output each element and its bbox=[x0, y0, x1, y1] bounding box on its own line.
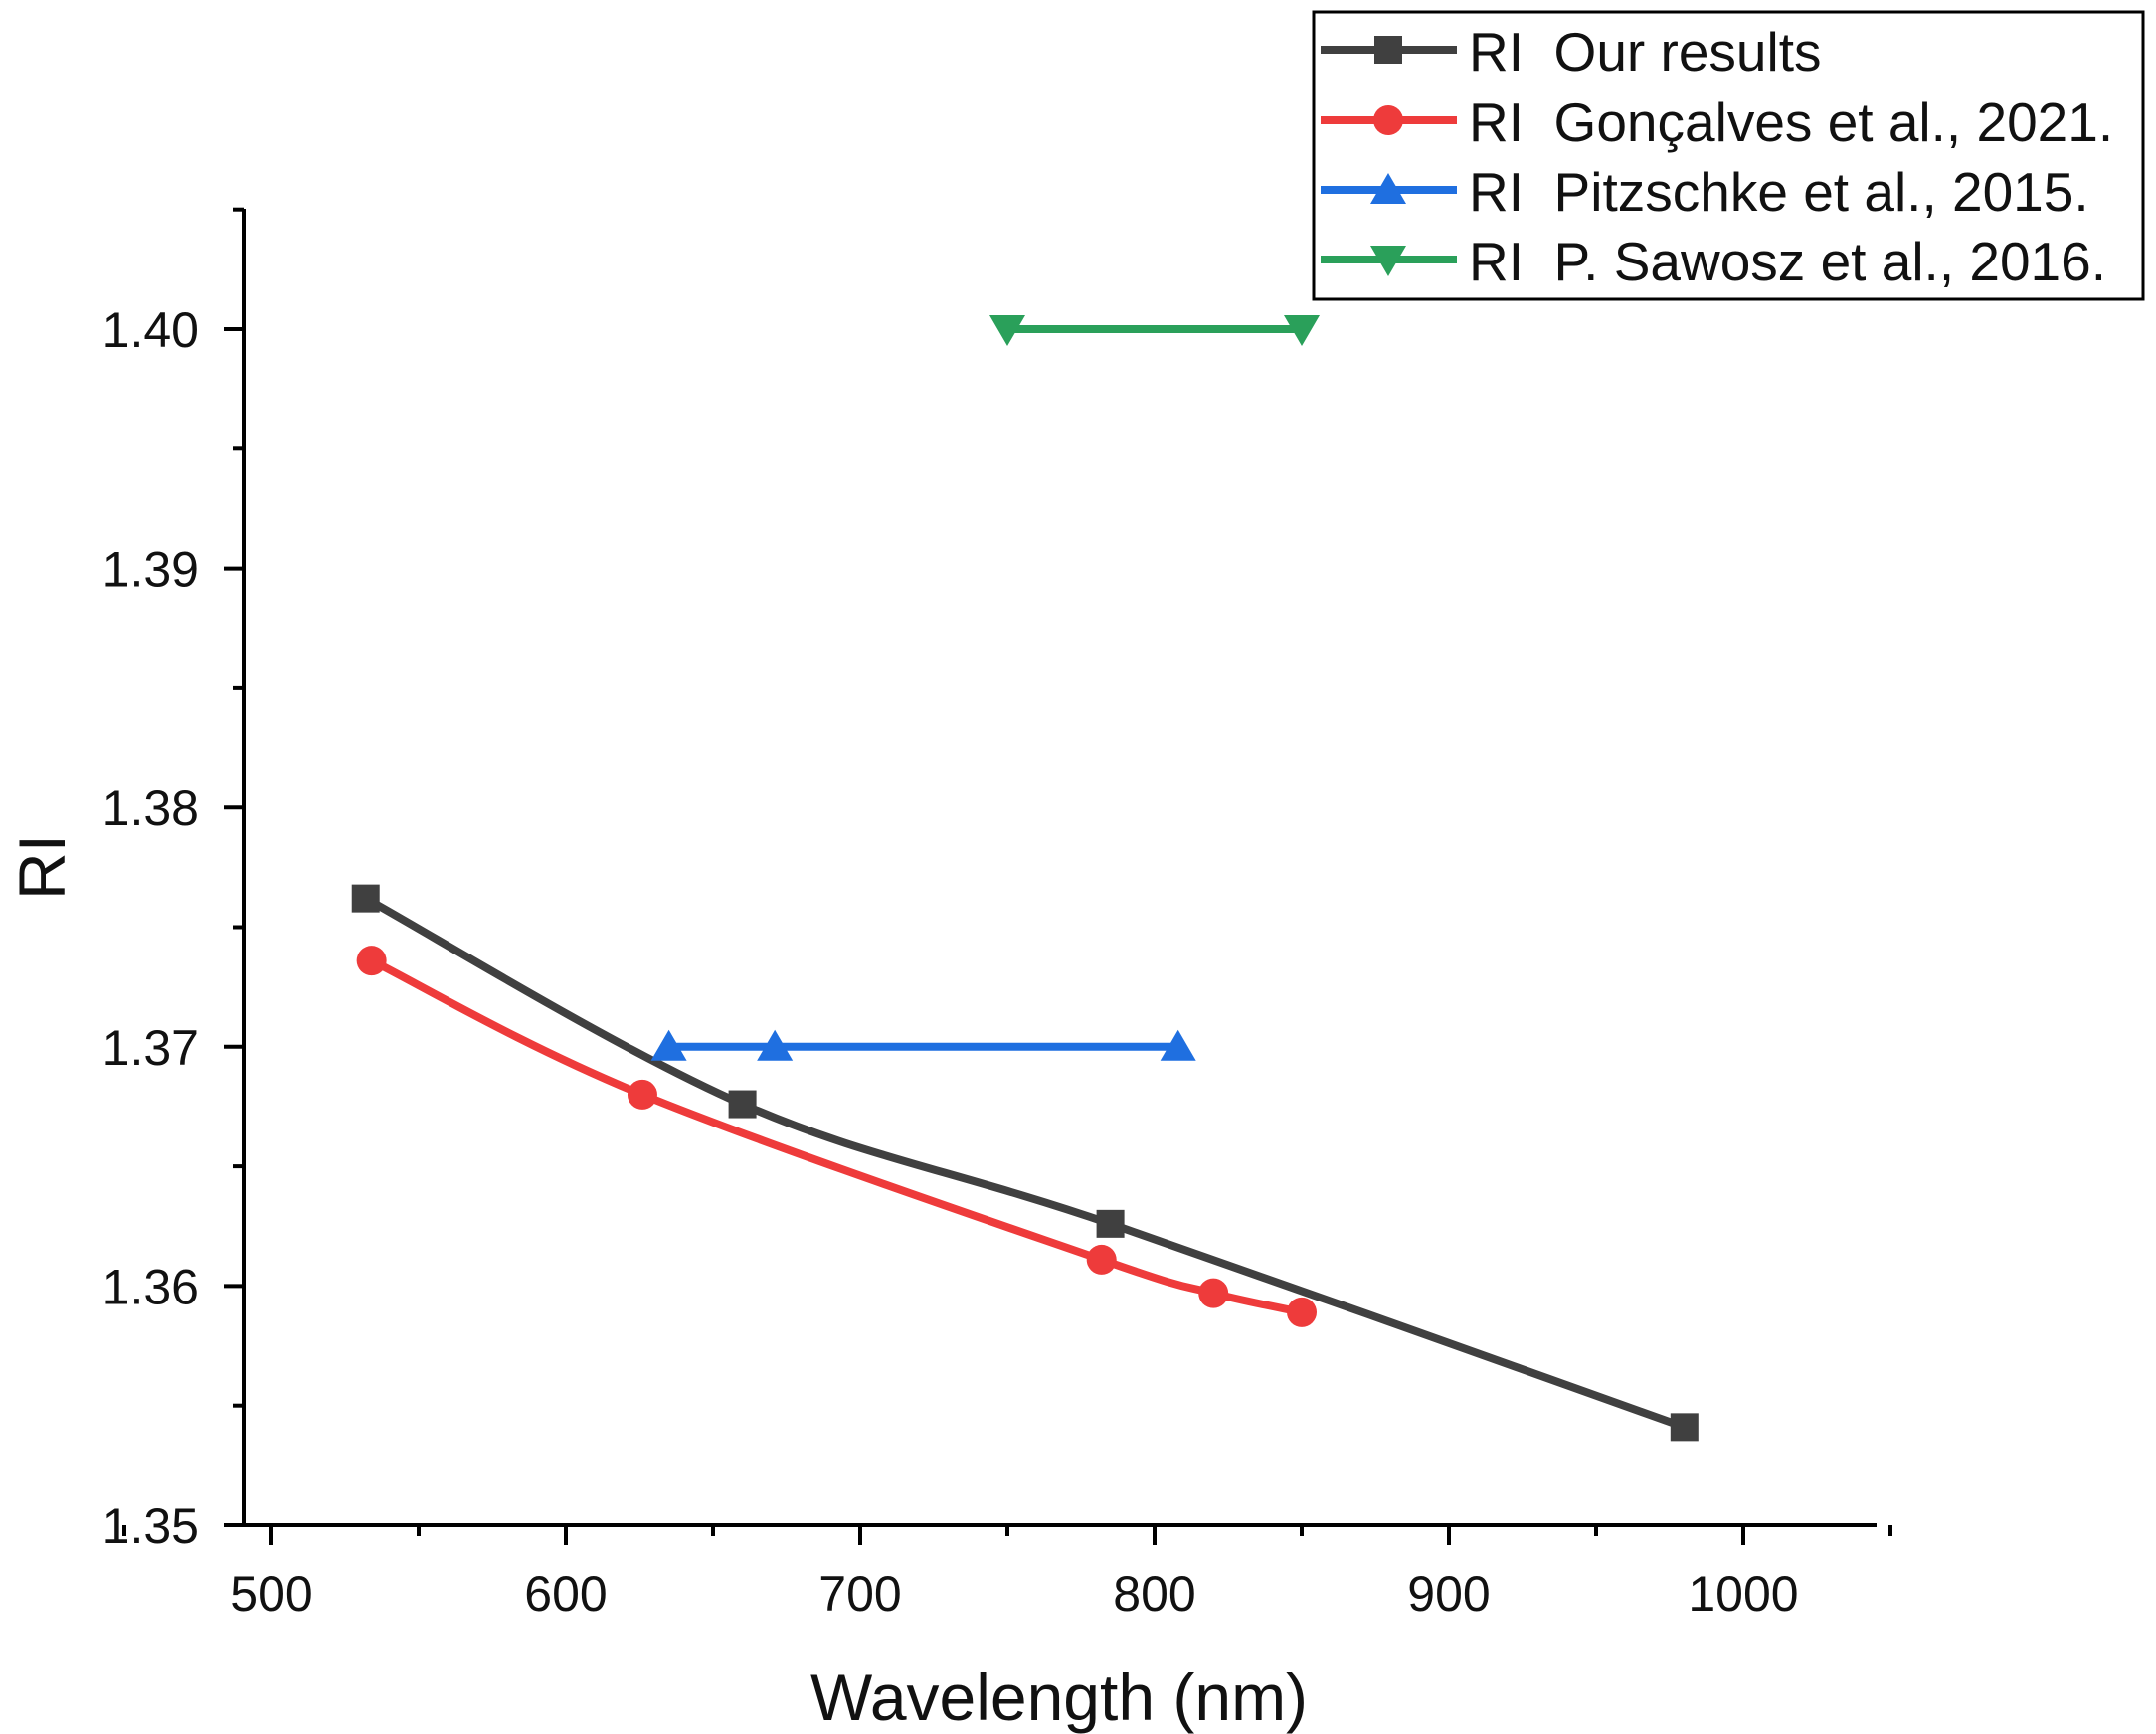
data-point bbox=[650, 1029, 687, 1061]
plot-area bbox=[351, 315, 1699, 1442]
x-tick-label: 700 bbox=[818, 1566, 901, 1622]
data-point bbox=[1086, 1244, 1117, 1275]
series-goncalves-2021 bbox=[356, 946, 1317, 1327]
series-our-results bbox=[351, 884, 1699, 1442]
data-point bbox=[351, 884, 380, 913]
series-sawosz-2016 bbox=[989, 315, 1320, 346]
legend-label: RI P. Sawosz et al., 2016. bbox=[1469, 231, 2106, 292]
y-tick-label: 1.36 bbox=[102, 1259, 199, 1314]
data-point bbox=[627, 1079, 657, 1110]
data-point bbox=[989, 315, 1025, 346]
x-axis-title: Wavelength (nm) bbox=[810, 1660, 1308, 1734]
data-point bbox=[1284, 315, 1320, 346]
series-pitzschke-2015 bbox=[650, 1029, 1196, 1061]
y-tick-label: 1.39 bbox=[102, 542, 199, 598]
series-line bbox=[361, 894, 1689, 1432]
data-point bbox=[1198, 1278, 1229, 1308]
legend: RI Our results RI Gonçalves et al., 2021.… bbox=[1312, 10, 2145, 301]
legend-swatch-marker bbox=[1370, 173, 1406, 204]
y-tick-label: 1.35 bbox=[102, 1498, 199, 1554]
ticks: 500 600 700 800 900 1000 1.35 1.36 1.37 1.38 1.39 1… bbox=[102, 207, 1892, 1622]
data-point bbox=[728, 1090, 757, 1119]
x-tick-label: 500 bbox=[230, 1566, 312, 1622]
legend-item: RI Our results bbox=[1321, 21, 1822, 83]
legend-item: RI Gonçalves et al., 2021. bbox=[1321, 91, 2113, 153]
legend-label: RI Pitzschke et al., 2015. bbox=[1469, 161, 2089, 223]
legend-swatch-marker bbox=[1370, 246, 1406, 276]
x-tick-label: 1000 bbox=[1688, 1566, 1798, 1622]
data-point bbox=[757, 1029, 794, 1061]
y-tick-label: 1.38 bbox=[102, 780, 199, 836]
y-tick-label: 1.40 bbox=[102, 302, 199, 358]
data-point bbox=[1287, 1297, 1317, 1327]
legend-item: RI Pitzschke et al., 2015. bbox=[1321, 161, 2089, 223]
data-point bbox=[1160, 1029, 1196, 1061]
legend-swatch-marker bbox=[1374, 36, 1402, 64]
y-axis-title: RI bbox=[5, 834, 79, 900]
data-point bbox=[356, 946, 387, 976]
legend-box bbox=[1312, 10, 2145, 301]
data-point bbox=[1670, 1413, 1699, 1442]
x-tick-label: 800 bbox=[1113, 1566, 1195, 1622]
y-tick-label: 1.37 bbox=[102, 1020, 199, 1076]
x-tick-label: 600 bbox=[524, 1566, 607, 1622]
legend-label: RI Gonçalves et al., 2021. bbox=[1469, 91, 2113, 153]
x-tick-label: 900 bbox=[1407, 1566, 1490, 1622]
legend-item: RI P. Sawosz et al., 2016. bbox=[1321, 231, 2106, 292]
data-point bbox=[1096, 1209, 1125, 1238]
axes bbox=[242, 209, 1877, 1527]
legend-label: RI Our results bbox=[1469, 21, 1822, 83]
legend-swatch-marker bbox=[1373, 105, 1403, 135]
